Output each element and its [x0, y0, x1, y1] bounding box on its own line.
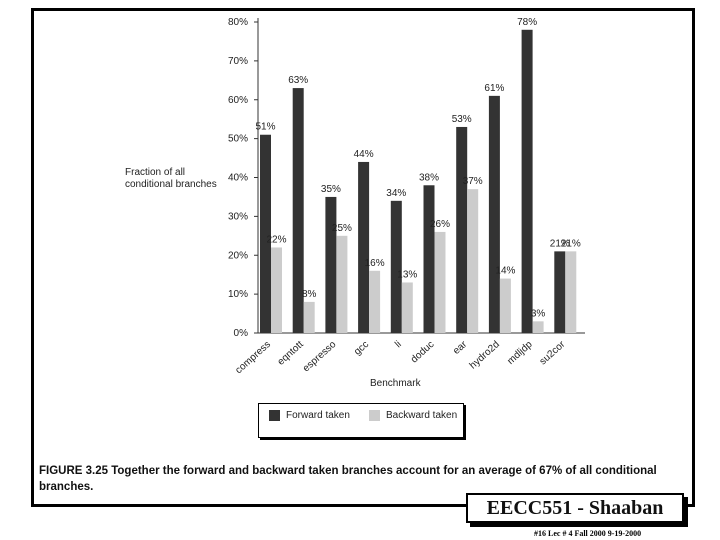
y-tick-label: 70%	[228, 56, 248, 67]
data-label: 37%	[463, 176, 483, 187]
caption-text: Together the forward and backward taken …	[39, 465, 657, 493]
data-label: 26%	[430, 219, 450, 230]
slide-footer: #16 Lec # 4 Fall 2000 9-19-2000	[534, 529, 642, 538]
data-label: 14%	[495, 266, 515, 277]
caption-lead: FIGURE 3.25	[39, 465, 109, 477]
bar-backward-li	[401, 282, 413, 333]
data-label: 35%	[321, 184, 341, 195]
bar-forward-espresso	[325, 196, 337, 333]
y-axis-label: Fraction of all conditional branches	[125, 167, 217, 190]
x-tick-label: hydro2d	[468, 339, 502, 371]
bar-chart: 0% 10% 20% 30% 40% 50% 60% 70% 80% 51% 22% compress…	[228, 17, 585, 376]
legend-item-forward: Forward taken	[269, 410, 350, 421]
bar-backward-hydro2d	[499, 278, 511, 333]
data-label: 34%	[386, 188, 406, 199]
figure-caption: FIGURE 3.25 Together the forward and bac…	[39, 463, 689, 495]
data-label: 63%	[288, 75, 308, 86]
data-label: 38%	[419, 172, 439, 183]
bar-forward-su2cor	[554, 251, 566, 333]
bar-backward-su2cor	[565, 251, 577, 333]
data-label: 44%	[354, 149, 374, 160]
data-label: 25%	[332, 223, 352, 234]
bar-forward-doduc	[423, 185, 435, 333]
data-label: 61%	[484, 83, 504, 94]
x-tick-label: ear	[451, 339, 470, 357]
data-label: 13%	[397, 269, 417, 280]
bar-backward-gcc	[369, 270, 381, 333]
x-tick-label: eqntott	[276, 339, 306, 368]
x-tick-label: mdljdp	[505, 339, 535, 367]
x-tick-label: li	[393, 339, 404, 350]
y-tick-label: 10%	[228, 289, 248, 300]
data-label: 53%	[452, 114, 472, 125]
data-label: 21%	[561, 238, 581, 249]
bar-backward-espresso	[336, 235, 348, 333]
bar-forward-mdljdp	[521, 29, 533, 334]
y-tick-label: 0%	[234, 328, 249, 339]
bar-backward-eqntott	[303, 301, 315, 333]
y-tick-label: 40%	[228, 173, 248, 184]
x-tick-label: doduc	[409, 339, 437, 365]
bar-forward-ear	[456, 126, 468, 334]
x-tick-label: espresso	[301, 339, 339, 375]
bar-backward-compress	[271, 247, 282, 333]
data-label: 21%	[550, 238, 570, 249]
data-label: 3%	[531, 308, 546, 319]
bar-backward-ear	[467, 189, 479, 333]
chart-legend: Forward taken Backward taken	[258, 403, 464, 438]
legend-item-backward: Backward taken	[369, 410, 457, 421]
y-tick-label: 50%	[228, 134, 248, 145]
legend-label-forward: Forward taken	[286, 410, 350, 421]
data-label: 16%	[365, 258, 385, 269]
x-axis-label: Benchmark	[370, 378, 421, 389]
y-tick-label: 30%	[228, 211, 248, 222]
x-tick-label: gcc	[352, 339, 371, 358]
legend-swatch-forward	[269, 410, 280, 421]
y-tick-label: 60%	[228, 95, 248, 106]
bar-forward-hydro2d	[488, 95, 500, 333]
legend-label-backward: Backward taken	[386, 410, 458, 421]
bar-backward-mdljdp	[532, 321, 544, 333]
y-tick-label: 20%	[228, 250, 248, 261]
data-label: 78%	[517, 17, 537, 28]
data-label: 22%	[266, 234, 286, 245]
data-label: 51%	[255, 122, 275, 133]
bar-forward-li	[390, 200, 402, 333]
bar-forward-eqntott	[292, 88, 304, 334]
x-tick-label: compress	[233, 339, 273, 376]
y-tick-label: 80%	[228, 17, 248, 28]
bar-forward-compress	[260, 134, 271, 333]
legend-swatch-backward	[369, 410, 380, 421]
bar-forward-gcc	[358, 161, 370, 333]
x-tick-label: su2cor	[538, 339, 568, 368]
bar-backward-doduc	[434, 231, 446, 333]
course-title: EECC551 - Shaaban	[466, 493, 684, 523]
data-label: 8%	[302, 289, 317, 300]
